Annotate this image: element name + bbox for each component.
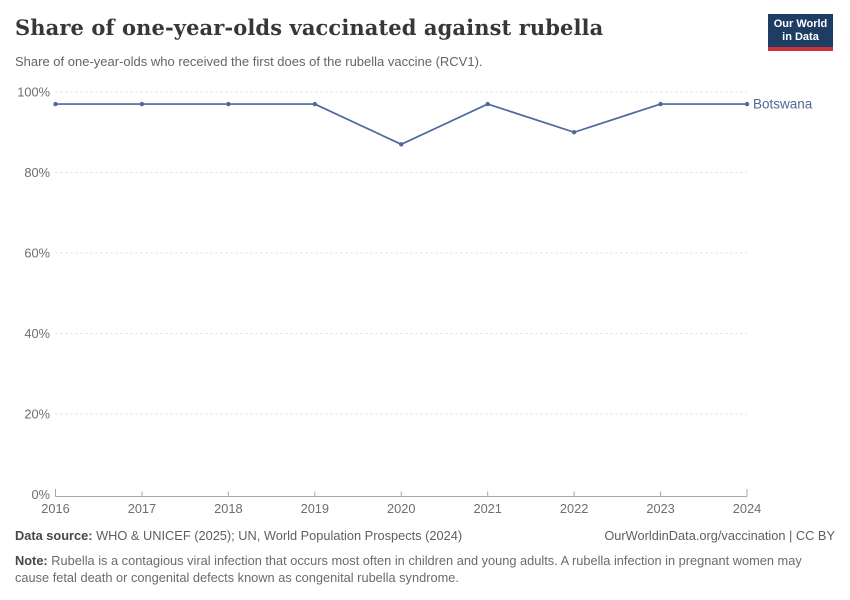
data-source-text: Data source: WHO & UNICEF (2025); UN, Wo… [15,528,462,543]
y-axis-tick-label: 0% [32,487,51,502]
x-axis-tick-label: 2017 [128,501,156,516]
data-point-2024[interactable] [744,101,750,107]
x-axis-tick-label: 2022 [560,501,588,516]
page-title: Share of one-year-olds vaccinated agains… [15,15,604,40]
x-axis-tick-label: 2024 [733,501,761,516]
owid-citation-link[interactable]: OurWorldinData.org/vaccination | CC BY [604,528,835,543]
x-axis-tick-label: 2021 [473,501,501,516]
owid-logo-line1: Our World [773,18,828,30]
series-label-botswana[interactable]: Botswana [753,97,813,112]
data-point-2019[interactable] [312,101,318,107]
data-source-label: Data source: [15,528,93,543]
chart-note: Note: Rubella is a contagious viral infe… [15,552,835,586]
y-axis-tick-label: 80% [24,165,50,180]
data-point-2021[interactable] [485,101,490,107]
y-axis-tick-label: 20% [24,407,50,422]
data-point-2022[interactable] [571,130,577,135]
y-axis-tick-label: 40% [24,326,50,341]
data-point-2020[interactable] [399,142,404,147]
data-point-2016[interactable] [53,101,58,107]
note-text: Rubella is a contagious viral infection … [15,553,802,585]
data-point-2023[interactable] [658,101,663,107]
chart-footer: Data source: WHO & UNICEF (2025); UN, Wo… [15,528,835,586]
x-axis-tick-label: 2023 [646,501,674,516]
line-series-botswana[interactable] [54,103,748,146]
chart-subtitle: Share of one-year-olds who received the … [15,54,483,69]
x-axis-tick-label: 2020 [387,501,415,516]
owid-logo[interactable]: Our World in Data [768,14,833,51]
owid-logo-line2: in Data [782,31,819,43]
x-axis-tick-label: 2018 [214,501,242,516]
data-source-value: WHO & UNICEF (2025); UN, World Populatio… [92,528,463,543]
note-label: Note: [15,553,48,568]
data-point-2018[interactable] [226,101,231,107]
y-axis-tick-label: 60% [24,246,50,261]
data-point-2017[interactable] [139,101,145,107]
x-axis-tick-label: 2019 [301,501,329,516]
x-axis-tick-label: 2016 [41,501,69,516]
y-axis-tick-label: 100% [17,85,50,100]
